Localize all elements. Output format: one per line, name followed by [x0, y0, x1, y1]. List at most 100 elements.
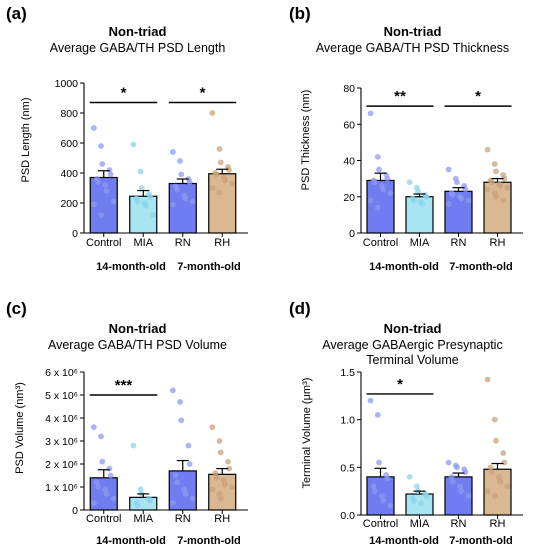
group-label-7-month-old: 7-month-old [449, 261, 513, 273]
significance-label: * [121, 85, 127, 102]
data-point [229, 180, 236, 187]
category-label: RH [490, 518, 506, 530]
data-point [213, 171, 220, 178]
category-label: RH [490, 237, 506, 249]
data-point [138, 185, 145, 191]
data-point [217, 495, 224, 502]
data-point [216, 491, 223, 497]
category-label: MIA [410, 237, 430, 249]
y-tick-label: 0 [72, 228, 78, 240]
bar-chart-d: 0.0 0.5 1.0 1.5 Control MIA RN RH * [340, 367, 523, 530]
y-tick-label: 0.5 [340, 462, 355, 474]
data-point [454, 464, 460, 471]
y-tick-label: 6 x 10⁶ [45, 367, 78, 379]
data-point [458, 488, 465, 495]
panel-subtitle: Average GABA/TH PSD Thickness [315, 41, 510, 55]
data-point [110, 495, 117, 502]
data-point [496, 473, 502, 480]
data-point [501, 175, 508, 182]
panel-title: Non-triad [108, 24, 167, 39]
data-point [93, 479, 100, 486]
data-point [178, 171, 185, 178]
data-point [169, 387, 176, 394]
y-tick-label: 1 x 10⁶ [45, 482, 78, 494]
data-point [209, 110, 216, 116]
data-point [370, 483, 377, 490]
data-point [367, 110, 374, 117]
data-point [177, 399, 183, 405]
y-tick-label: 5 x 10⁶ [45, 390, 78, 402]
data-point [225, 458, 231, 465]
data-point [497, 478, 504, 485]
data-point [454, 179, 460, 186]
group-label-14-month-old: 14-month-old [96, 535, 166, 547]
data-point [182, 195, 189, 202]
category-label: MIA [410, 518, 430, 530]
bar-chart-a: 0 200 400 600 800 1000 Control MIA RN RH * * [55, 78, 248, 249]
bar-rn [168, 182, 197, 234]
y-tick-label: 200 [60, 198, 78, 210]
data-point [99, 161, 106, 167]
data-point [448, 473, 455, 480]
data-point [186, 179, 193, 185]
data-point [374, 412, 381, 418]
data-point [95, 484, 101, 490]
category-label: Control [363, 237, 398, 249]
data-point [186, 461, 193, 467]
bar-mia [405, 196, 434, 234]
data-point [134, 198, 141, 205]
panel-title: Non-triad [108, 321, 167, 336]
data-point [379, 493, 385, 499]
data-point [374, 153, 381, 160]
data-point [491, 161, 498, 168]
data-point [209, 424, 216, 431]
data-point [374, 204, 381, 211]
bar-chart-c: 0 1 x 10⁶ 2 x 10⁶ 3 x 10⁶ 4 x 10⁶ 5 x 10⁶ 6 x … [45, 367, 248, 525]
data-point [462, 469, 469, 475]
y-tick-label: 600 [60, 138, 78, 150]
data-point [367, 397, 374, 404]
data-point [380, 497, 387, 504]
panel-c: (c) Non-triad Average GABA/TH PSD Volume… [0, 277, 275, 554]
panel-title: Non-triad [383, 321, 442, 336]
data-point [147, 497, 154, 504]
panel-subtitle-line-2: Terminal Volume [366, 353, 459, 367]
significance-label: * [200, 85, 206, 102]
y-tick-label: 2 x 10⁶ [45, 459, 78, 471]
category-label: RN [451, 518, 467, 530]
data-point [216, 189, 223, 196]
data-point [181, 486, 188, 493]
data-point [212, 470, 219, 477]
data-point [169, 149, 176, 155]
data-point [458, 195, 465, 202]
data-point [384, 175, 391, 182]
y-tick-label: 1000 [55, 78, 79, 90]
data-point [445, 166, 452, 173]
panel-letter: (d) [289, 299, 311, 318]
data-point [177, 158, 183, 164]
data-point [493, 193, 499, 200]
panel-subtitle-line-1: Average GABAergic Presynaptic [322, 338, 503, 352]
data-point [484, 488, 491, 495]
data-point [226, 465, 233, 472]
category-label: RN [175, 237, 191, 249]
data-point [130, 442, 137, 449]
data-point [493, 437, 499, 444]
data-point [182, 491, 189, 497]
y-tick-label: 1.5 [340, 367, 355, 379]
data-point [488, 179, 495, 186]
data-point [501, 459, 508, 466]
data-point [419, 201, 426, 207]
data-point [504, 483, 511, 490]
data-point [110, 198, 117, 205]
data-point [189, 495, 196, 502]
data-point [150, 212, 157, 218]
data-point [488, 469, 495, 475]
y-tick-label: 0 [349, 228, 355, 240]
group-label-14-month-old: 14-month-old [369, 535, 439, 547]
y-tick-label: 20 [343, 192, 355, 204]
significance-label: * [397, 376, 403, 393]
y-tick-label: 400 [60, 168, 78, 180]
data-point [484, 186, 491, 193]
